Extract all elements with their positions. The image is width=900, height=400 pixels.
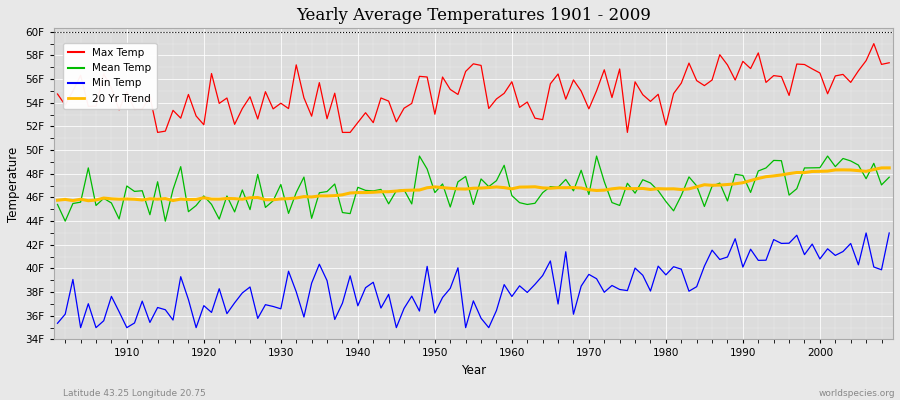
- Text: Latitude 43.25 Longitude 20.75: Latitude 43.25 Longitude 20.75: [63, 389, 206, 398]
- Y-axis label: Temperature: Temperature: [7, 146, 20, 222]
- Title: Yearly Average Temperatures 1901 - 2009: Yearly Average Temperatures 1901 - 2009: [296, 7, 651, 24]
- Text: worldspecies.org: worldspecies.org: [819, 389, 896, 398]
- X-axis label: Year: Year: [461, 364, 486, 377]
- Legend: Max Temp, Mean Temp, Min Temp, 20 Yr Trend: Max Temp, Mean Temp, Min Temp, 20 Yr Tre…: [63, 43, 157, 109]
